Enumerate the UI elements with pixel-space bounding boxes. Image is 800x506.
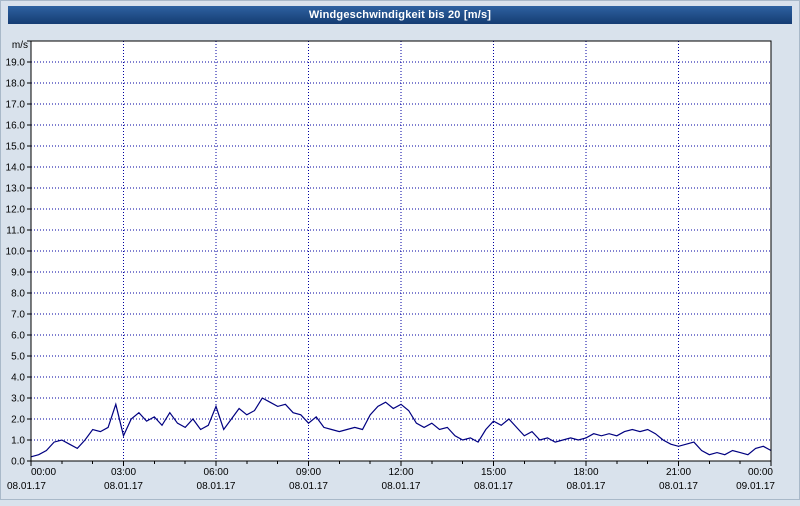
x-tick-date: 08.01.17 [7,481,46,492]
x-tick-time: 09:00 [296,467,321,478]
x-tick-date: 08.01.17 [104,481,143,492]
plot-border [30,40,772,462]
x-tick-time: 21:00 [666,467,691,478]
y-tick-label: 19.0 [6,58,26,69]
x-tick-time: 15:00 [481,467,506,478]
x-tick-date: 08.01.17 [382,481,421,492]
x-tick-date: 08.01.17 [289,481,328,492]
wind-speed-line [30,397,772,458]
y-tick-label: 2.0 [11,415,25,426]
x-axis-labels: 00:00 08.01.17 03:00 08.01.17 06:00 08.01.17 0… [7,467,775,492]
x-tick-date: 08.01.17 [659,481,698,492]
chart-title-bar: Windgeschwindigkeit bis 20 [m/s] [8,6,792,24]
x-tick-time: 12:00 [388,467,413,478]
x-tick-time: 00:00 [748,467,773,478]
y-tick-label: 17.0 [6,100,26,111]
y-tick-label: 18.0 [6,79,26,90]
y-tick-label: 1.0 [11,436,25,447]
axis-ticks [27,40,772,466]
x-tick-time: 18:00 [573,467,598,478]
y-tick-label: 12.0 [6,205,26,216]
chart-title: Windgeschwindigkeit bis 20 [m/s] [308,9,492,21]
y-tick-label: 10.0 [6,247,26,258]
x-tick-date: 08.01.17 [474,481,513,492]
y-tick-label: 9.0 [11,268,25,279]
y-tick-label: 6.0 [11,331,25,342]
y-axis-unit: m/s [12,40,28,51]
x-tick-time: 06:00 [203,467,228,478]
y-tick-label: 0.0 [11,457,25,468]
x-tick-date: 08.01.17 [197,481,236,492]
y-tick-label: 13.0 [6,184,26,195]
y-tick-label: 4.0 [11,373,25,384]
x-tick-date: 09.01.17 [736,481,775,492]
grid [31,41,771,461]
y-tick-label: 15.0 [6,142,26,153]
y-tick-label: 14.0 [6,163,26,174]
x-tick-date: 08.01.17 [567,481,606,492]
y-tick-label: 11.0 [6,226,25,237]
y-tick-label: 7.0 [11,310,25,321]
y-axis-labels: 0.0 1.0 2.0 3.0 4.0 5.0 6.0 7.0 8.0 9.0 10.0 11.0 12… [6,40,28,468]
y-tick-label: 5.0 [11,352,25,363]
x-tick-time: 03:00 [111,467,136,478]
y-tick-label: 16.0 [6,121,26,132]
y-tick-label: 3.0 [11,394,25,405]
x-tick-time: 00:00 [31,467,56,478]
y-tick-label: 8.0 [11,289,25,300]
